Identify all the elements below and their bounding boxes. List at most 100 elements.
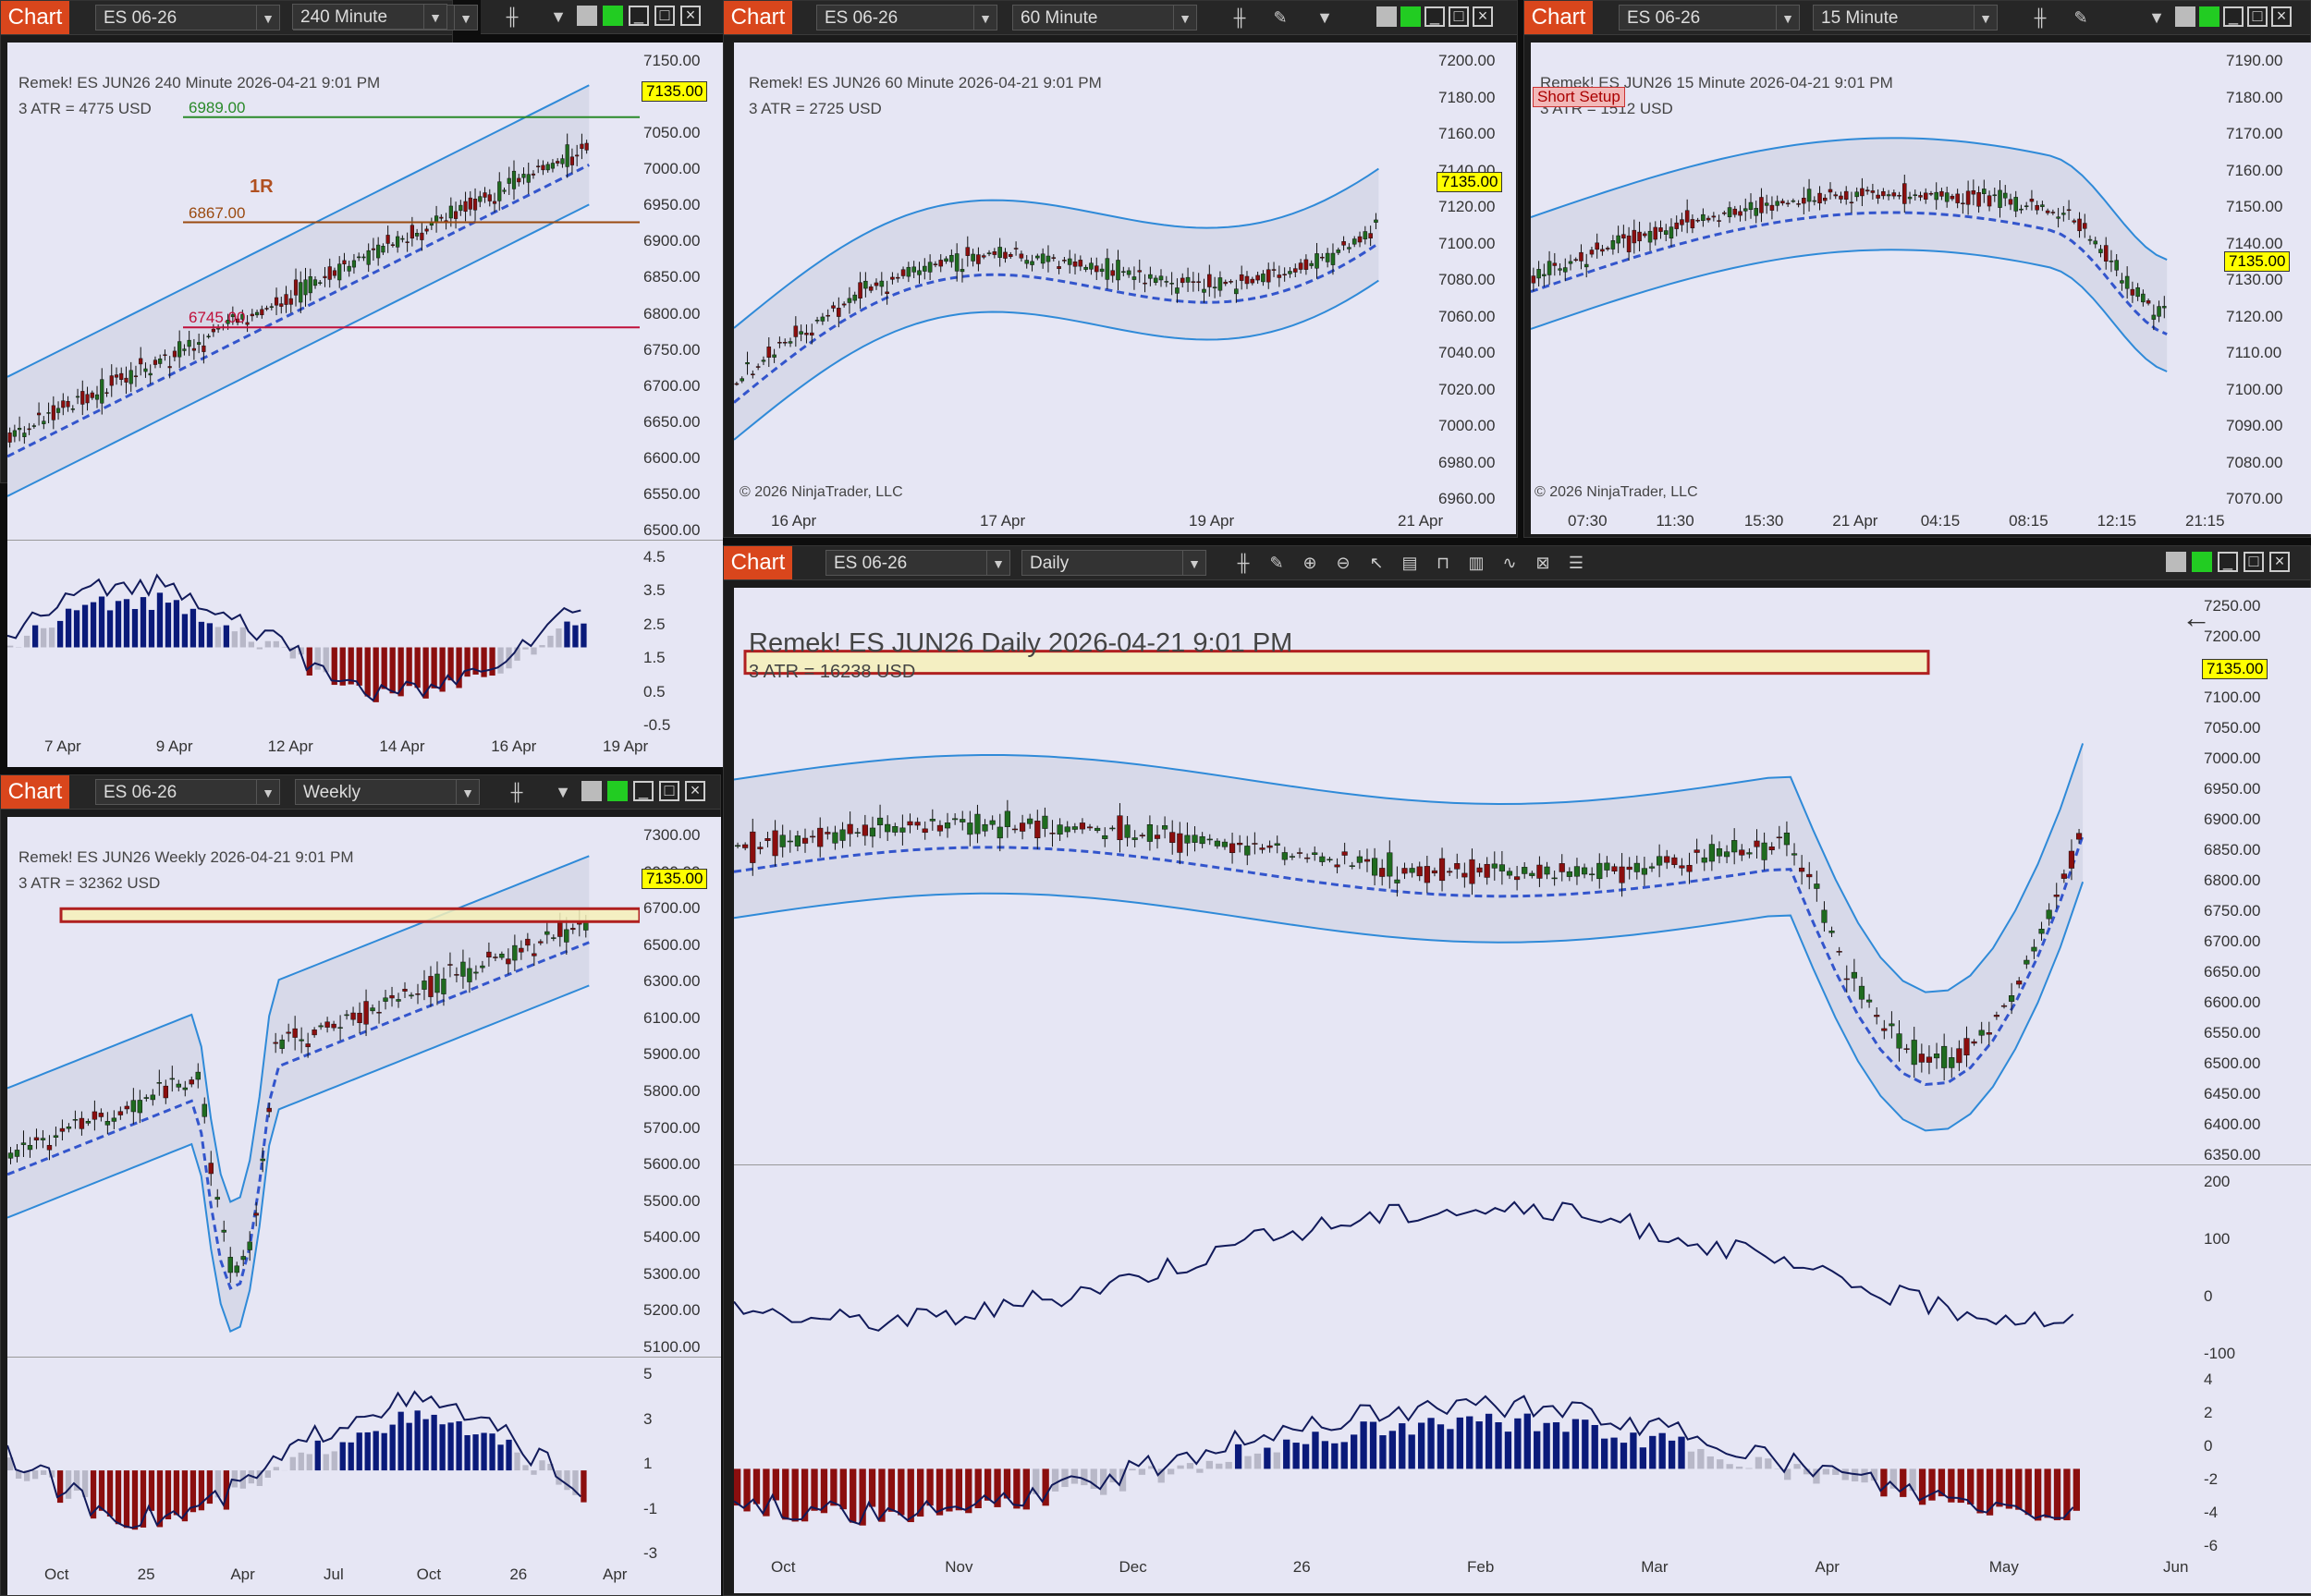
chart-menu-button[interactable]: Chart <box>1524 1 1593 34</box>
close-icon[interactable]: × <box>2269 552 2290 572</box>
maximize-icon[interactable]: □ <box>2244 552 2264 572</box>
chart-trader-icon[interactable]: ⊓ <box>1436 554 1450 572</box>
resistance-zone[interactable] <box>59 907 640 923</box>
chevron-down-icon[interactable]: ▼ <box>456 780 479 804</box>
chevron-down-icon[interactable]: ▼ <box>256 6 279 30</box>
more-tools-icon[interactable]: ▼ <box>1316 8 1333 27</box>
indicators-icon[interactable]: ∿ <box>1502 554 1517 572</box>
maximize-icon[interactable]: □ <box>1449 6 1469 27</box>
time-axis[interactable]: 16 Apr 17 Apr 19 Apr 21 Apr <box>734 508 1516 534</box>
minimize-icon[interactable]: _ <box>633 781 654 801</box>
indicator-plot[interactable] <box>7 540 640 735</box>
chevron-down-icon[interactable]: ▼ <box>423 5 446 29</box>
more-tools-icon[interactable]: ▼ <box>555 783 571 801</box>
more-tools-icon[interactable]: ▼ <box>550 7 567 26</box>
chart-menu-button[interactable]: Chart <box>1 775 69 809</box>
price-axis[interactable]: 7300.006900.006700.006500.006300.006100.… <box>640 817 721 1357</box>
chart-menu-button[interactable]: Chart <box>1 1 69 34</box>
minimize-icon[interactable]: _ <box>2223 6 2244 27</box>
link-green-icon[interactable] <box>607 781 628 801</box>
price-plot[interactable] <box>734 43 1435 508</box>
price-plot[interactable] <box>734 588 2200 1164</box>
link-grey-icon[interactable] <box>2166 552 2186 572</box>
interval-selector[interactable]: Daily ▼ <box>1021 550 1206 576</box>
data-box-icon[interactable]: ▤ <box>1401 554 1418 572</box>
link-green-icon[interactable] <box>2199 6 2219 27</box>
indicator-axis[interactable]: 4.5 3.5 2.5 1.5 0.5 -0.5 <box>640 540 723 735</box>
drawing-tool-icon[interactable]: ✎ <box>2073 8 2088 27</box>
chevron-down-icon[interactable]: ▼ <box>1776 6 1799 30</box>
interval-selector[interactable]: 60 Minute ▼ <box>1012 5 1197 30</box>
price-axis[interactable]: 7150.007100.007050.007000.006950.006900.… <box>640 43 723 540</box>
zoom-in-icon[interactable]: ⊕ <box>1302 554 1317 572</box>
link-grey-icon[interactable] <box>577 6 597 26</box>
close-icon[interactable]: × <box>2271 6 2292 27</box>
link-green-icon[interactable] <box>1400 6 1421 27</box>
chevron-down-icon[interactable]: ▼ <box>973 6 997 30</box>
link-green-icon[interactable] <box>603 6 623 26</box>
chevron-down-icon[interactable]: ▼ <box>986 551 1009 575</box>
close-icon[interactable]: × <box>685 781 705 801</box>
price-axis[interactable]: 7200.00 7180.00 7160.00 7140.00 7120.00 7100.… <box>1435 43 1516 508</box>
link-grey-icon[interactable] <box>2175 6 2195 27</box>
instrument-selector[interactable]: ES 06-26 ▼ <box>825 550 1010 576</box>
maximize-icon[interactable]: □ <box>659 781 679 801</box>
price-axis[interactable]: 7190.00 7180.00 7170.00 7160.00 7150.00 7140.… <box>2222 43 2311 508</box>
link-grey-icon[interactable] <box>1376 6 1397 27</box>
templates-icon[interactable]: ⊠ <box>1535 554 1550 572</box>
minimize-icon[interactable]: _ <box>1425 6 1445 27</box>
drawing-tool-icon[interactable]: ✎ <box>1273 8 1288 27</box>
properties-icon[interactable]: ☰ <box>1568 554 1584 572</box>
bar-type-icon[interactable]: ╫ <box>2034 8 2047 27</box>
price-plot[interactable] <box>7 817 640 1357</box>
instrument-selector[interactable]: ES 06-26 ▼ <box>816 5 997 30</box>
time-axis[interactable]: Oct 25 Apr Jul Oct 26 Apr <box>7 1562 721 1595</box>
more-tools-icon[interactable]: ▼ <box>2148 8 2165 27</box>
chevron-down-icon[interactable]: ▼ <box>1173 6 1196 30</box>
time-axis[interactable]: 07:30 11:30 15:30 21 Apr 04:15 08:15 12:15 21:1… <box>1531 508 2311 534</box>
back-arrow-icon[interactable]: ← <box>2182 601 2211 634</box>
chevron-down-icon[interactable]: ▼ <box>256 780 279 804</box>
interval-selector-overlay[interactable]: 240 Minute ▼ <box>292 4 447 30</box>
bar-type-icon[interactable]: ╫ <box>506 7 519 26</box>
time-axis[interactable]: 7 Apr 9 Apr 12 Apr 14 Apr 16 Apr 19 Apr <box>7 734 723 767</box>
close-icon[interactable]: × <box>1473 6 1493 27</box>
link-green-icon[interactable] <box>2192 552 2212 572</box>
drawing-tool-icon[interactable]: ✎ <box>1269 554 1284 572</box>
maximize-icon[interactable]: □ <box>654 6 675 26</box>
instrument-selector[interactable]: ES 06-26 ▼ <box>95 779 280 805</box>
minimize-icon[interactable]: _ <box>629 6 649 26</box>
indicator-axis-label: -100 <box>2204 1345 2236 1362</box>
minimize-icon[interactable]: _ <box>2218 552 2238 572</box>
chevron-down-icon[interactable]: ▼ <box>1974 6 1997 30</box>
bar-type-icon[interactable]: ╫ <box>1237 554 1250 572</box>
price-plot[interactable] <box>7 43 640 540</box>
bar-type-icon[interactable]: ╫ <box>510 783 523 801</box>
time-axis[interactable]: Oct Nov Dec 26 Feb Mar Apr May Jun <box>734 1554 2311 1593</box>
instrument-selector[interactable]: ES 06-26 ▼ <box>95 5 280 30</box>
maximize-icon[interactable]: □ <box>2247 6 2268 27</box>
strategies-icon[interactable]: ▥ <box>1468 554 1485 572</box>
short-setup-label[interactable]: Short Setup <box>1533 87 1625 107</box>
indicator-axis[interactable]: 200 100 0 -100 <box>2200 1164 2311 1363</box>
resistance-zone[interactable] <box>743 650 1930 676</box>
indicator-axis[interactable]: 4 2 0 -2 -4 -6 <box>2200 1362 2311 1555</box>
price-plot[interactable] <box>1531 43 2222 508</box>
chart-menu-button[interactable]: Chart <box>724 1 792 34</box>
zoom-out-icon[interactable]: ⊖ <box>1336 554 1351 572</box>
indicator-plot[interactable] <box>734 1362 2200 1555</box>
chevron-down-icon[interactable]: ▼ <box>454 6 477 30</box>
pointer-icon[interactable]: ↖ <box>1369 554 1384 572</box>
indicator-plot[interactable] <box>734 1164 2200 1363</box>
interval-selector[interactable]: 15 Minute ▼ <box>1813 5 1998 30</box>
bar-type-icon[interactable]: ╫ <box>1233 8 1246 27</box>
indicator-plot[interactable] <box>7 1357 640 1563</box>
interval-selector[interactable]: Weekly ▼ <box>295 779 480 805</box>
indicator-axis[interactable]: 5 3 1 -1 -3 <box>640 1357 721 1563</box>
close-icon[interactable]: × <box>680 6 701 26</box>
time-axis-label: May <box>1988 1558 2019 1576</box>
chart-menu-button[interactable]: Chart <box>724 546 792 579</box>
link-grey-icon[interactable] <box>581 781 602 801</box>
instrument-selector[interactable]: ES 06-26 ▼ <box>1619 5 1800 30</box>
chevron-down-icon[interactable]: ▼ <box>1182 551 1205 575</box>
